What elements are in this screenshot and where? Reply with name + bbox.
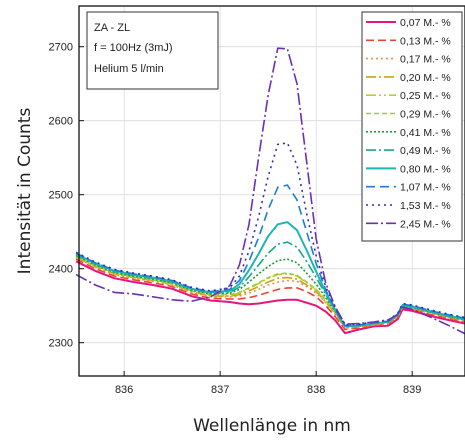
x-tick-label: 837 xyxy=(211,384,229,396)
legend-label: 0,25 M.- % xyxy=(400,90,451,102)
legend-label: 0,20 M.- % xyxy=(400,72,451,84)
series-line xyxy=(75,260,465,335)
info-box: ZA - ZL f = 100Hz (3mJ) Helium 5 l/min xyxy=(86,11,219,90)
y-axis-title: Intensität in Counts xyxy=(15,108,35,275)
legend-label: 0,13 M.- % xyxy=(400,35,451,47)
y-tick-label: 2400 xyxy=(49,264,73,276)
series-line xyxy=(75,255,465,328)
legend-label: 0,17 M.- % xyxy=(400,54,451,66)
y-tick-label: 2600 xyxy=(49,116,73,128)
x-axis: 836 837 838 839 xyxy=(115,371,421,396)
x-tick-label: 839 xyxy=(403,384,421,396)
series-line xyxy=(75,256,465,329)
y-axis: 2300 2400 2500 2600 2700 xyxy=(49,42,84,350)
legend-label: 0,80 M.- % xyxy=(400,163,451,175)
legend-label: 0,49 M.- % xyxy=(400,145,451,157)
x-tick-label: 836 xyxy=(115,384,133,396)
y-tick-label: 2700 xyxy=(49,42,73,54)
plot-frame xyxy=(78,5,465,377)
legend-label: 0,41 M.- % xyxy=(400,127,451,139)
legend: 0,07 M.- % 0,13 M.- % 0,17 M.- % 0,20 M.- %… xyxy=(361,11,463,242)
x-axis-title: Wellenlänge in nm xyxy=(193,416,351,436)
legend-label: 0,07 M.- % xyxy=(400,17,451,29)
info-line-2: f = 100Hz (3mJ) xyxy=(94,42,173,54)
series-line xyxy=(75,256,465,329)
legend-label: 1,07 M.- % xyxy=(400,182,451,194)
y-tick-label: 2500 xyxy=(49,190,73,202)
plot-area xyxy=(75,47,465,335)
legend-label: 1,53 M.- % xyxy=(400,200,451,212)
y-tick-label: 2300 xyxy=(49,338,73,350)
info-line-3: Helium 5 l/min xyxy=(94,63,164,75)
series-line xyxy=(75,255,465,328)
legend-label: 0,29 M.- % xyxy=(400,109,451,121)
series-line xyxy=(75,241,465,328)
info-line-1: ZA - ZL xyxy=(94,22,130,34)
x-tick-label: 838 xyxy=(307,384,325,396)
series-line xyxy=(75,254,465,328)
series-line xyxy=(75,142,465,326)
legend-label: 2,45 M.- % xyxy=(400,218,451,230)
